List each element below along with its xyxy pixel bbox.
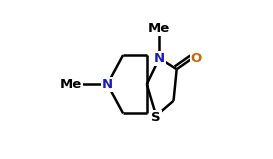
Text: O: O [191, 52, 202, 65]
Text: Me: Me [148, 22, 170, 35]
Text: S: S [152, 111, 161, 124]
Text: Me: Me [60, 78, 82, 91]
Text: N: N [102, 78, 113, 91]
Text: N: N [154, 52, 165, 65]
